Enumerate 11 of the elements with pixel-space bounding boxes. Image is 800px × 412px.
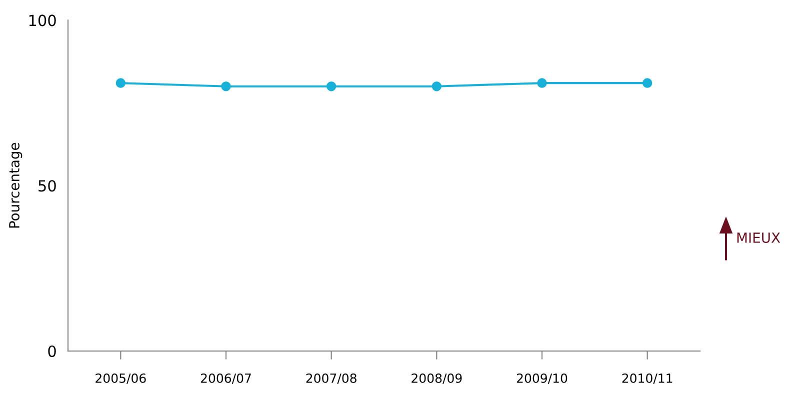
x-tick-label: 2007/08	[306, 373, 356, 384]
y-tick-label: 50	[38, 180, 56, 192]
x-tick-label: 2010/11	[622, 373, 672, 384]
x-tick-label: 2009/10	[516, 373, 568, 384]
x-tick-label: 2005/06	[96, 373, 146, 384]
text: MIEUX	[737, 232, 780, 243]
x-tick-label: 2008/09	[412, 373, 462, 384]
y-tick-label: 0	[48, 345, 56, 358]
x-tick-label: 2006/07	[200, 373, 251, 384]
y-tick-label: 100	[29, 14, 56, 26]
y-axis-title: Pourcentage	[9, 142, 22, 228]
